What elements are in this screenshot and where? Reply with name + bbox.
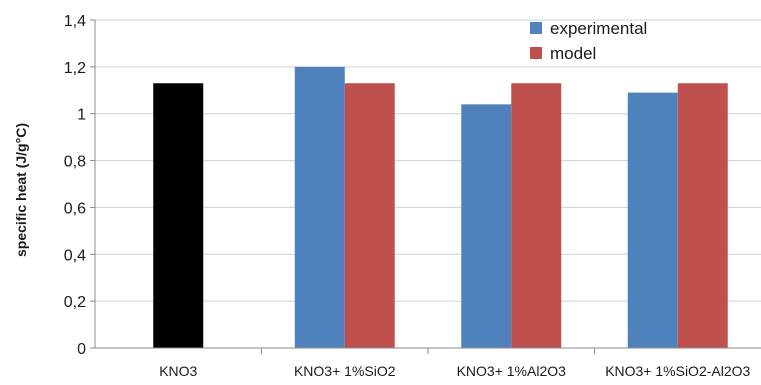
legend-swatch-model: [530, 47, 542, 59]
y-tick-label: 1,4: [64, 13, 86, 30]
y-tick-label: 0,4: [64, 247, 86, 264]
x-tick-label: KNO3+ 1%Al2O3: [457, 363, 567, 379]
x-tick-label: KNO3: [159, 363, 197, 379]
bar-kno3: [153, 83, 204, 348]
bar-model: [677, 83, 728, 348]
y-tick-label: 1: [77, 107, 86, 124]
y-tick-label: 0: [77, 341, 86, 358]
y-tick-labels: 0 0,2 0,4 0,6 0,8 1 1,2 1,4: [64, 13, 86, 358]
y-tick-label: 0,6: [64, 200, 86, 217]
x-tick-label: KNO3+ 1%SiO2-Al2O3: [605, 363, 750, 379]
x-tick-label: KNO3+ 1%SiO2: [294, 363, 396, 379]
y-tick-label: 1,2: [64, 60, 86, 77]
legend-swatch-experimental: [530, 22, 542, 34]
legend: experimental model: [530, 19, 647, 63]
bar-model: [344, 83, 395, 348]
legend-label-model: model: [550, 44, 596, 63]
y-tick-label: 0,8: [64, 154, 86, 171]
axes: [94, 20, 761, 349]
x-tick-labels: KNO3 KNO3+ 1%SiO2 KNO3+ 1%Al2O3 KNO3+ 1%SiO…: [159, 363, 750, 379]
bar-experimental: [627, 92, 678, 348]
y-axis-label: specific heat (J/g°C): [13, 123, 29, 257]
bars: [153, 66, 728, 348]
bar-model: [511, 83, 562, 348]
legend-label-experimental: experimental: [550, 19, 647, 38]
y-tick-label: 0,2: [64, 294, 86, 311]
bar-experimental: [461, 104, 512, 348]
bar-experimental: [294, 66, 345, 348]
